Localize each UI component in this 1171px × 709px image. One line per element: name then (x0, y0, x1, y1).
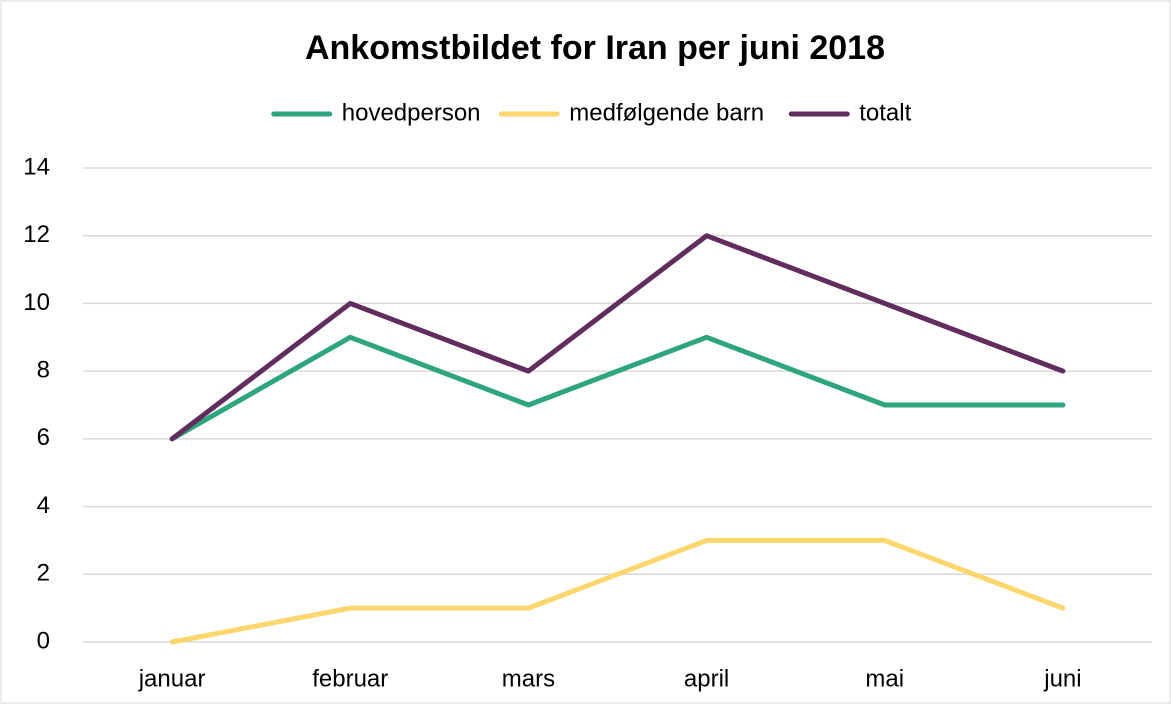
x-tick-label: juni (1043, 665, 1081, 692)
x-tick-label: april (684, 665, 729, 692)
legend-label: totalt (859, 99, 911, 126)
x-tick-label: mai (865, 665, 904, 692)
y-tick-label: 14 (23, 153, 50, 180)
y-tick-label: 4 (37, 492, 50, 519)
series-line (169, 537, 1066, 645)
y-tick-label: 10 (23, 289, 50, 316)
series-line (169, 233, 1066, 442)
series-line (169, 334, 1066, 442)
y-tick-label: 12 (23, 221, 50, 248)
y-tick-label: 6 (37, 424, 50, 451)
chart-title: Ankomstbildet for Iran per juni 2018 (305, 29, 885, 67)
legend-label: medfølgende barn (569, 99, 764, 126)
y-tick-label: 0 (37, 627, 50, 654)
y-tick-label: 8 (37, 356, 50, 383)
x-tick-label: januar (138, 665, 206, 692)
x-tick-label: mars (502, 665, 555, 692)
y-tick-label: 2 (37, 560, 50, 587)
x-tick-label: februar (312, 665, 388, 692)
legend-label: hovedperson (342, 99, 481, 126)
